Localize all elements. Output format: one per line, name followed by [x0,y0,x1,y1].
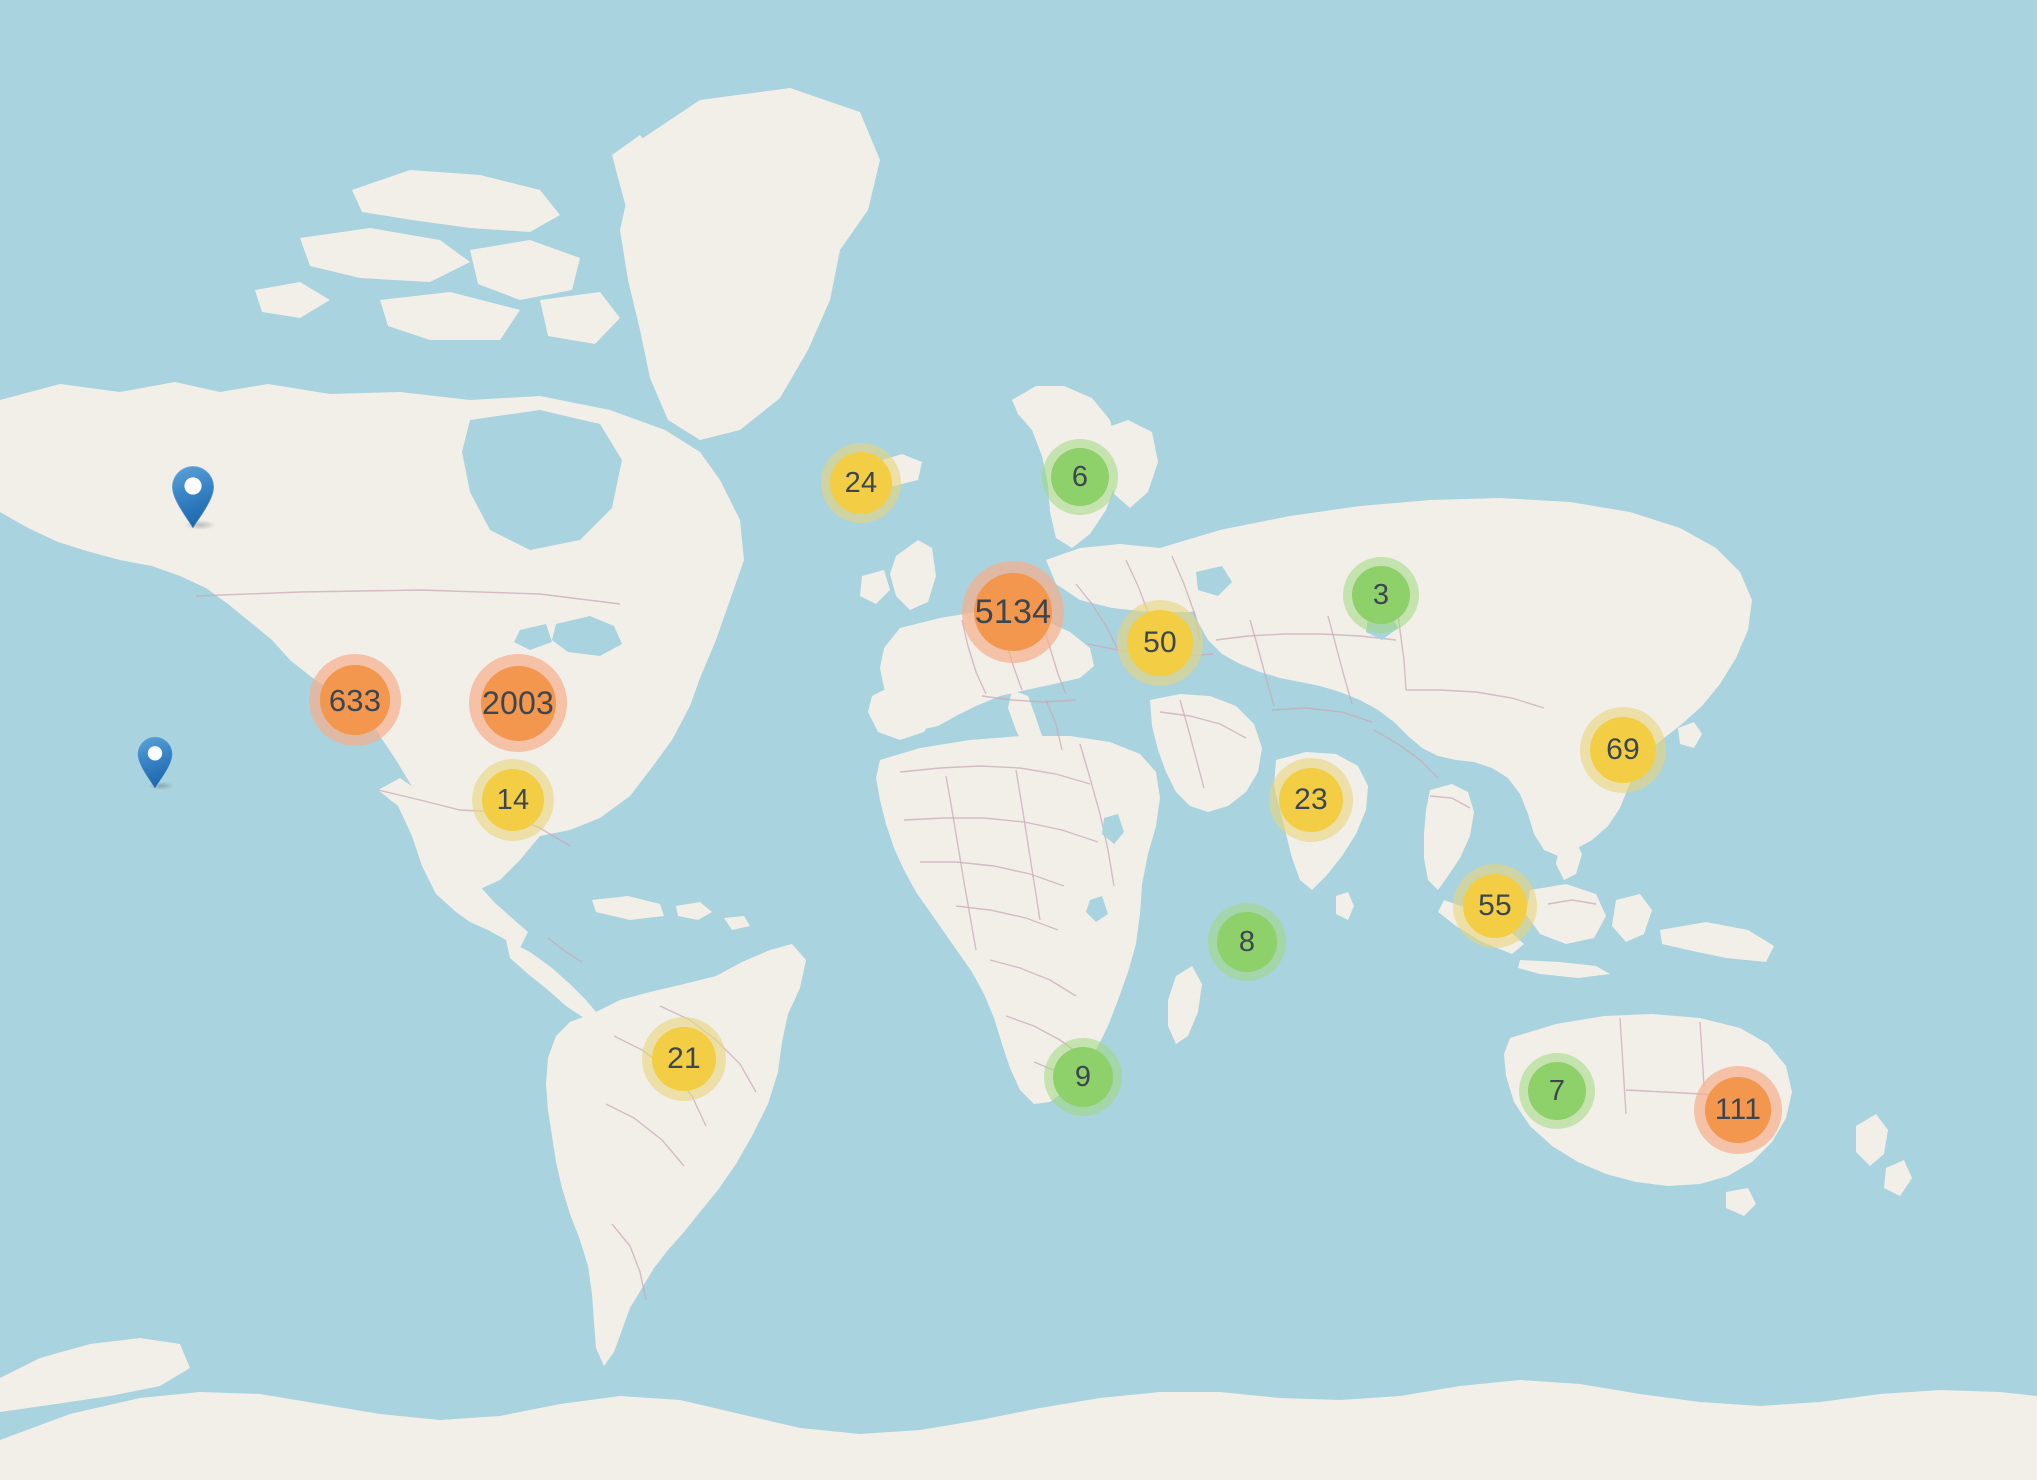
cluster-marker[interactable]: 24 [821,443,901,523]
cluster-core: 55 [1463,874,1527,938]
cluster-count-label: 50 [1143,626,1177,659]
cluster-core: 2003 [480,665,556,741]
cluster-core: 9 [1053,1047,1113,1107]
cluster-core: 3 [1352,566,1410,624]
cluster-count-label: 24 [844,466,878,499]
cluster-core: 69 [1590,717,1656,783]
cluster-marker[interactable]: 69 [1580,707,1666,793]
cluster-count-label: 7 [1548,1074,1566,1107]
cluster-core: 5134 [974,573,1052,651]
cluster-count-label: 6 [1071,460,1089,493]
cluster-count-label: 8 [1238,925,1256,958]
cluster-marker[interactable]: 8 [1208,903,1286,981]
cluster-marker[interactable]: 6 [1042,439,1118,515]
cluster-count-label: 3 [1372,578,1390,611]
cluster-core: 50 [1127,610,1193,676]
cluster-core: 14 [482,769,544,831]
cluster-count-label: 55 [1478,889,1512,922]
cluster-core: 6 [1051,448,1109,506]
cluster-marker[interactable]: 3 [1343,557,1419,633]
cluster-core: 633 [320,665,390,735]
cluster-marker[interactable]: 633 [309,654,401,746]
cluster-marker[interactable]: 50 [1117,600,1203,686]
cluster-count-label: 633 [328,682,382,718]
map-pin-icon [136,736,175,790]
cluster-marker[interactable]: 55 [1453,864,1537,948]
cluster-core: 21 [652,1027,716,1091]
cluster-marker[interactable]: 21 [642,1017,726,1101]
cluster-count-label: 69 [1606,733,1640,766]
cluster-count-label: 2003 [482,685,554,721]
cluster-marker[interactable]: 2003 [469,654,567,752]
cluster-count-label: 23 [1294,783,1328,816]
country-borders [195,555,1741,1301]
cluster-marker[interactable]: 23 [1269,758,1353,842]
map-pin-icon [171,465,216,530]
cluster-marker[interactable]: 14 [472,759,554,841]
cluster-marker[interactable]: 7 [1519,1053,1595,1129]
cluster-marker[interactable]: 111 [1694,1066,1782,1154]
cluster-count-label: 111 [1714,1093,1762,1126]
cluster-core: 8 [1217,912,1277,972]
cluster-core: 111 [1705,1077,1771,1143]
location-pin-marker[interactable] [169,464,217,530]
cluster-marker[interactable]: 5134 [962,561,1064,663]
location-pin-marker[interactable] [135,735,175,790]
cluster-marker[interactable]: 9 [1044,1038,1122,1116]
cluster-core: 7 [1528,1062,1586,1120]
cluster-count-label: 9 [1074,1060,1092,1093]
cluster-count-label: 14 [496,783,530,816]
cluster-count-label: 21 [667,1042,701,1075]
cluster-count-label: 5134 [974,593,1052,631]
cluster-core: 23 [1279,768,1343,832]
cluster-core: 24 [830,452,892,514]
